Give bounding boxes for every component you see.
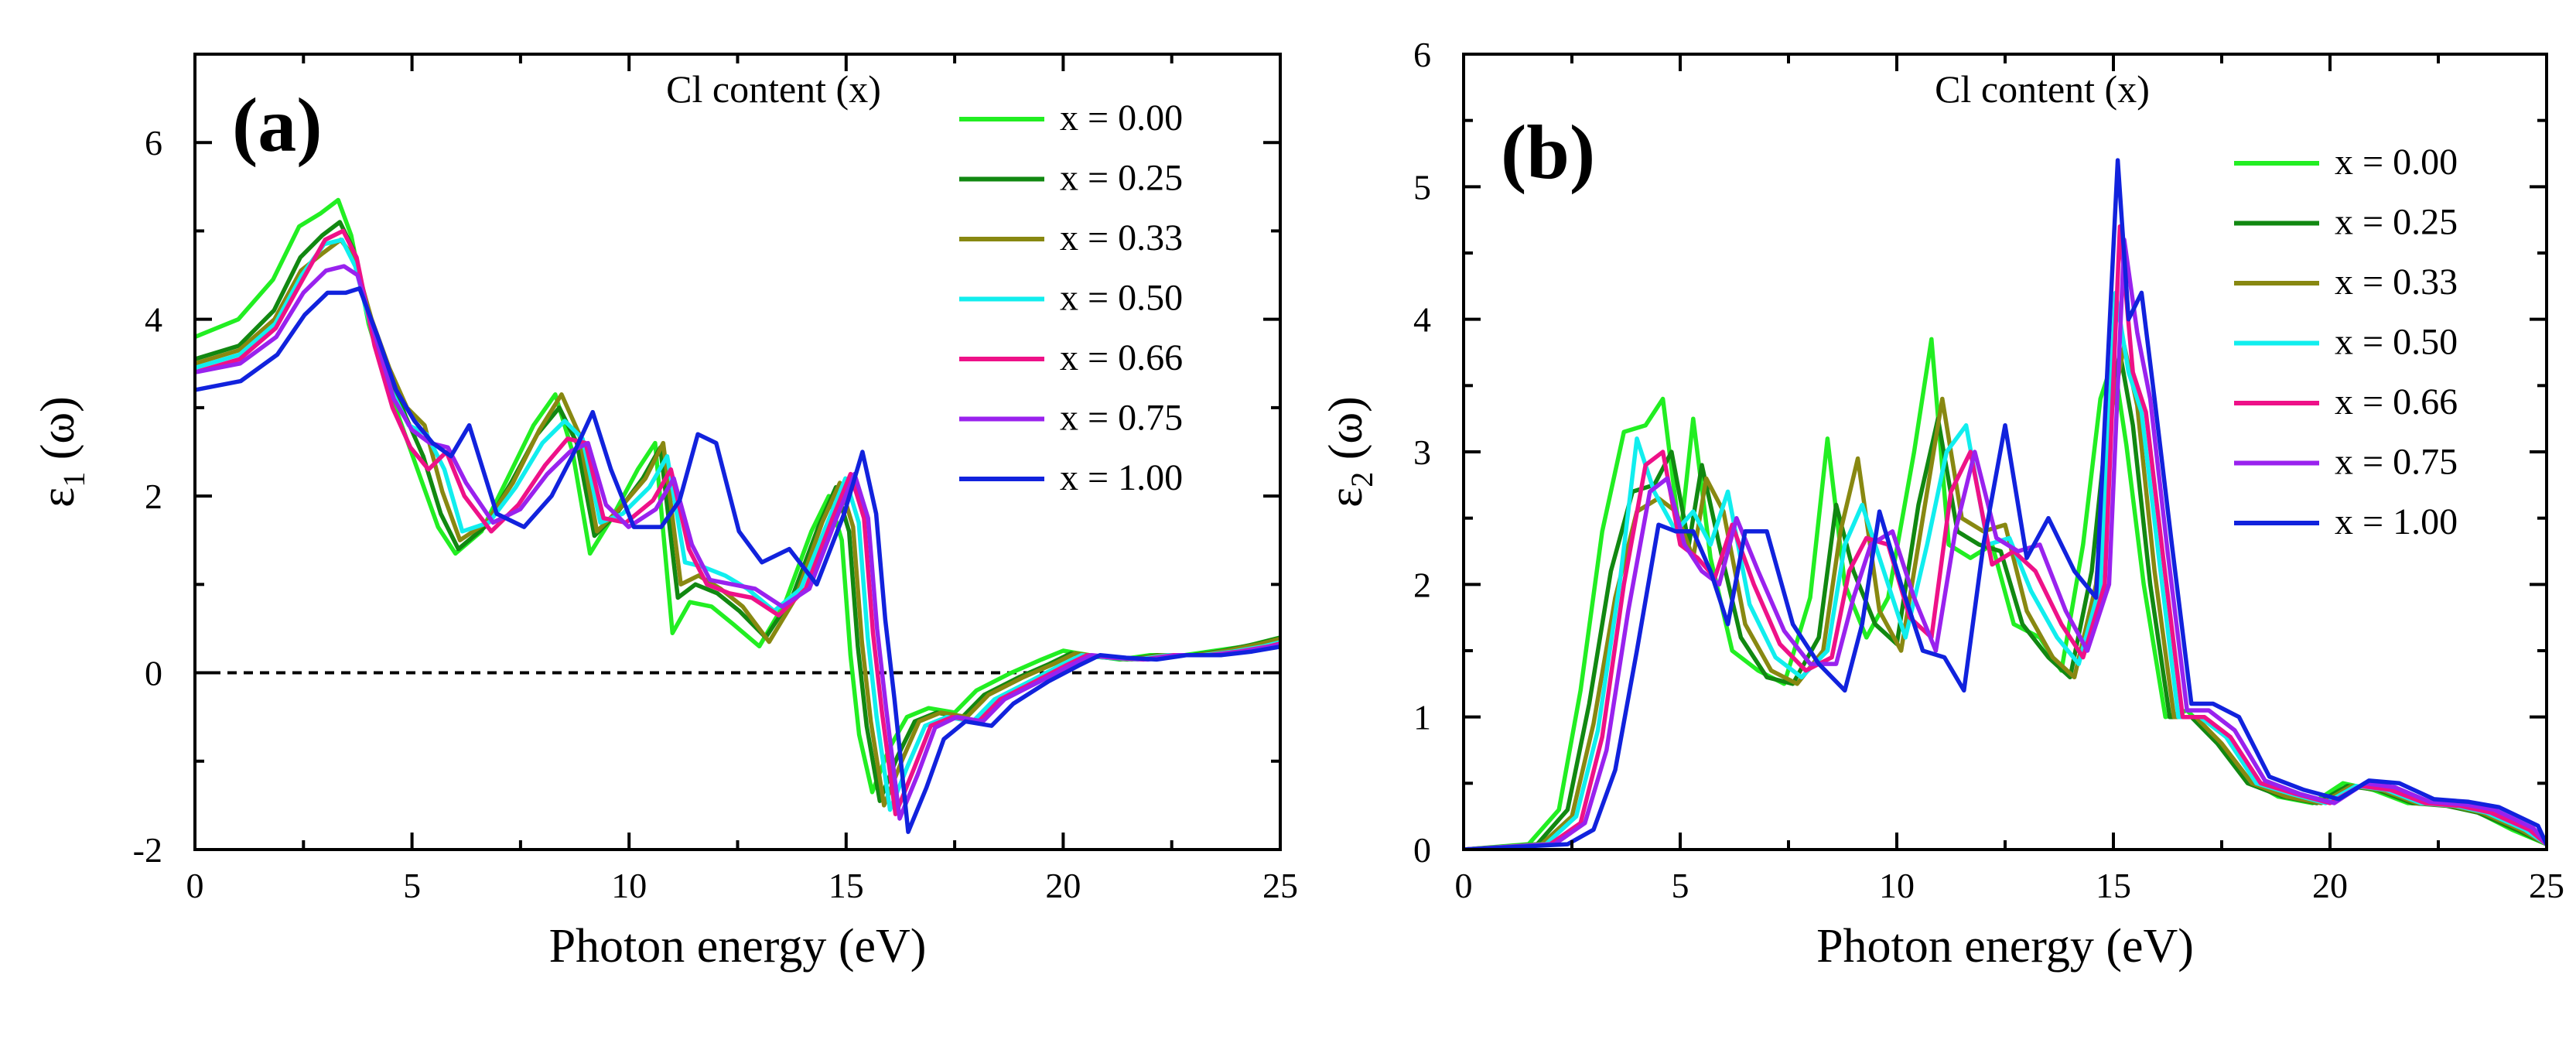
y-tick-label: 3: [1413, 433, 1431, 472]
legend: Cl content (x) x = 0.00 x = 0.25 x = 0.33 x …: [1935, 67, 2458, 542]
legend-entry-2: x = 0.33: [2335, 262, 2458, 303]
x-tick-label: 0: [1455, 866, 1473, 905]
x-tick-label: 5: [403, 866, 421, 905]
legend-entry-4: x = 0.66: [1060, 337, 1183, 378]
y-axis-title: ε2 (ω): [1320, 396, 1379, 508]
x-axis-title: Photon energy (eV): [549, 920, 927, 973]
y-tick-label: -2: [133, 830, 162, 870]
legend-title: Cl content (x): [1935, 67, 2150, 111]
x-tick-label: 10: [611, 866, 647, 905]
legend-entry-0: x = 0.00: [1060, 97, 1183, 138]
y-axis-title: ε1 (ω): [32, 396, 91, 508]
y-tick-label: 4: [1413, 300, 1431, 340]
legend-entry-5: x = 0.75: [2335, 442, 2458, 483]
y-tick-label: 1: [1413, 698, 1431, 737]
y-tick-label: 0: [1413, 830, 1431, 870]
y-tick-label: 0: [145, 654, 162, 693]
x-tick-label: 15: [2096, 866, 2131, 905]
legend-entry-4: x = 0.66: [2335, 381, 2458, 422]
legend-entry-6: x = 1.00: [1060, 457, 1183, 498]
y-tick-label: 6: [1413, 35, 1431, 74]
legend-entry-5: x = 0.75: [1060, 398, 1183, 439]
panel-label: (a): [232, 82, 323, 168]
x-tick-label: 15: [828, 866, 864, 905]
legend-entry-1: x = 0.25: [2335, 202, 2458, 243]
series-line-6: [1464, 158, 2547, 850]
series-line-2: [195, 238, 1280, 808]
series-group: [1464, 158, 2547, 850]
legend: Cl content (x) x = 0.00 x = 0.25 x = 0.33 x …: [666, 67, 1183, 498]
x-tick-label: 20: [2312, 866, 2348, 905]
y-tick-label: 6: [145, 123, 162, 162]
legend-entry-6: x = 1.00: [2335, 501, 2458, 542]
series-line-5: [195, 264, 1280, 821]
x-tick-label: 5: [1672, 866, 1689, 905]
legend-entry-1: x = 0.25: [1060, 158, 1183, 199]
y-tick-label: 2: [1413, 565, 1431, 604]
legend-entry-3: x = 0.50: [2335, 322, 2458, 363]
series-line-5: [1464, 238, 2547, 850]
y-tick-label: 5: [1413, 167, 1431, 207]
series-group: [195, 197, 1280, 834]
legend-entry-3: x = 0.50: [1060, 278, 1183, 319]
y-tick-label: 2: [145, 477, 162, 516]
chart-panel-b: 0 5 10 15 20 25 0 1 2 3 4 5 6 Photon energy (eV) ε2 (ω…: [1320, 35, 2564, 973]
panel-label: (b): [1501, 109, 1595, 195]
legend-title: Cl content (x): [666, 67, 881, 111]
x-tick-label: 20: [1045, 866, 1081, 905]
x-tick-label: 25: [2529, 866, 2564, 905]
x-axis-title: Photon energy (eV): [1816, 920, 2194, 973]
y-tick-label: 4: [145, 300, 162, 340]
x-tick-label: 0: [186, 866, 204, 905]
x-tick-label: 25: [1262, 866, 1298, 905]
legend-entry-0: x = 0.00: [2335, 142, 2458, 183]
x-tick-label: 10: [1879, 866, 1915, 905]
series-line-6: [195, 286, 1280, 834]
chart-panel-a: 0 5 10 15 20 25 -2 0 2 4 6 Photon energy (eV) ε1 (ω)…: [32, 53, 1298, 973]
series-line-3: [195, 238, 1280, 812]
legend-entry-2: x = 0.33: [1060, 217, 1183, 258]
